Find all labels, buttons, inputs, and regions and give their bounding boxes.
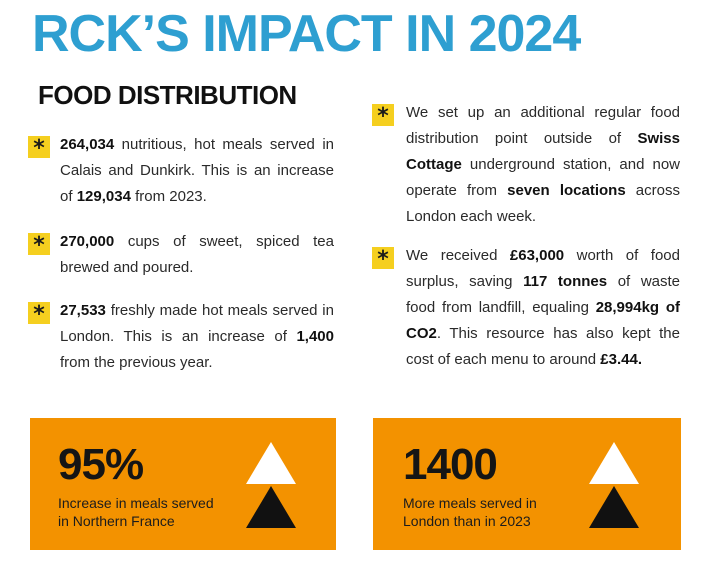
bullet-text: 27,533 freshly made hot meals served in … xyxy=(60,302,334,371)
bold-figure: £3.44. xyxy=(600,351,643,368)
bold-figure: 1,400 xyxy=(296,328,334,345)
bullet-meals-calais: * 264,034 nutritious, hot meals served i… xyxy=(28,132,334,210)
stat-value: 1400 xyxy=(403,440,498,489)
bullet-text: 264,034 nutritious, hot meals served in … xyxy=(60,136,334,205)
stat-caption-line: Increase in meals served xyxy=(58,495,214,511)
stat-caption: Increase in meals served in Northern Fra… xyxy=(58,494,214,530)
asterisk-icon: * xyxy=(372,247,394,272)
bold-figure: seven locations xyxy=(507,182,626,199)
up-triangles-icon xyxy=(246,442,296,528)
bullet-text: We set up an additional regular food dis… xyxy=(406,104,680,225)
asterisk-icon: * xyxy=(28,136,50,161)
asterisk-icon: * xyxy=(372,104,394,129)
asterisk-icon: * xyxy=(28,302,50,327)
bold-figure: 129,034 xyxy=(76,188,131,205)
bold-figure: 264,034 xyxy=(60,136,115,153)
bullet-distribution-points: * We set up an additional regular food d… xyxy=(372,100,680,230)
page-title: RCK’S IMPACT IN 2024 xyxy=(32,5,581,63)
stat-caption-line: More meals served in xyxy=(403,495,537,511)
stat-box-london: 1400 More meals served in London than in… xyxy=(373,418,681,550)
stat-value: 95% xyxy=(58,440,144,489)
bullet-text: We received £63,000 worth of food surplu… xyxy=(406,247,681,368)
bold-figure: 117 tonnes xyxy=(523,273,608,290)
bullet-meals-london: * 27,533 freshly made hot meals served i… xyxy=(28,298,334,376)
bold-figure: £63,000 xyxy=(509,247,565,264)
asterisk-icon: * xyxy=(28,233,50,258)
up-triangles-icon xyxy=(589,442,639,528)
bullet-text: 270,000 cups of sweet, spiced tea brewed… xyxy=(60,233,334,276)
bold-figure: 27,533 xyxy=(60,302,106,319)
bullet-food-surplus: * We received £63,000 worth of food surp… xyxy=(372,243,680,373)
stat-caption: More meals served in London than in 2023 xyxy=(403,494,537,530)
stat-caption-line: in Northern France xyxy=(58,513,175,529)
bold-figure: 28,994kg of CO2 xyxy=(406,299,680,342)
bold-figure: 270,000 xyxy=(60,233,115,250)
stat-caption-line: London than in 2023 xyxy=(403,513,531,529)
stat-box-northern-france: 95% Increase in meals served in Northern… xyxy=(30,418,336,550)
bullet-tea-cups: * 270,000 cups of sweet, spiced tea brew… xyxy=(28,229,334,281)
bold-figure: Swiss Cottage xyxy=(406,130,680,173)
section-heading: FOOD DISTRIBUTION xyxy=(38,80,297,110)
